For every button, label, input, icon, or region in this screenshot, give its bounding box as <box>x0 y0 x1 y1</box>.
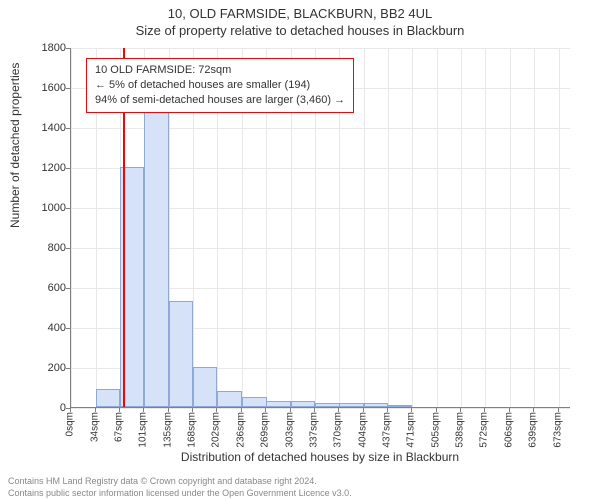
x-tick-label: 404sqm <box>357 412 368 448</box>
y-tick-mark <box>66 48 70 49</box>
y-tick-mark <box>66 368 70 369</box>
x-tick-mark <box>70 408 71 412</box>
x-tick-mark <box>558 408 559 412</box>
x-tick-label: 471sqm <box>406 412 417 448</box>
gridline-v <box>461 48 462 407</box>
y-axis-label: Number of detached properties <box>8 63 22 228</box>
gridline-h <box>71 408 570 409</box>
figure: 10, OLD FARMSIDE, BLACKBURN, BB2 4UL Siz… <box>0 0 600 500</box>
x-tick-mark <box>265 408 266 412</box>
histogram-bar <box>364 403 389 407</box>
x-tick-label: 673sqm <box>552 412 563 448</box>
annotation-box: 10 OLD FARMSIDE: 72sqm ← 5% of detached … <box>86 58 354 113</box>
y-tick-mark <box>66 328 70 329</box>
y-tick-label: 0 <box>6 402 66 414</box>
x-tick-mark <box>314 408 315 412</box>
x-tick-mark <box>95 408 96 412</box>
x-tick-label: 370sqm <box>333 412 344 448</box>
y-tick-mark <box>66 168 70 169</box>
gridline-v <box>388 48 389 407</box>
annotation-line1: 10 OLD FARMSIDE: 72sqm <box>95 63 345 78</box>
x-tick-mark <box>387 408 388 412</box>
y-tick-label: 400 <box>6 322 66 334</box>
x-tick-label: 303sqm <box>284 412 295 448</box>
x-tick-mark <box>168 408 169 412</box>
x-tick-mark <box>119 408 120 412</box>
gridline-h <box>71 48 570 49</box>
x-tick-label: 202sqm <box>211 412 222 448</box>
chart-subtitle: Size of property relative to detached ho… <box>0 23 600 38</box>
x-tick-mark <box>436 408 437 412</box>
histogram-bar <box>96 389 121 407</box>
gridline-v <box>485 48 486 407</box>
y-tick-mark <box>66 128 70 129</box>
gridline-v <box>412 48 413 407</box>
x-tick-mark <box>363 408 364 412</box>
y-tick-mark <box>66 288 70 289</box>
x-tick-label: 269sqm <box>259 412 270 448</box>
histogram-bar <box>266 401 291 407</box>
x-tick-mark <box>411 408 412 412</box>
x-tick-mark <box>143 408 144 412</box>
x-tick-label: 67sqm <box>113 412 124 442</box>
annotation-line3: 94% of semi-detached houses are larger (… <box>95 93 345 108</box>
x-tick-mark <box>290 408 291 412</box>
x-tick-mark <box>338 408 339 412</box>
histogram-bar <box>193 367 218 407</box>
gridline-v <box>534 48 535 407</box>
x-tick-label: 437sqm <box>381 412 392 448</box>
y-tick-label: 800 <box>6 242 66 254</box>
x-tick-label: 168sqm <box>186 412 197 448</box>
x-tick-mark <box>460 408 461 412</box>
y-tick-label: 1800 <box>6 42 66 54</box>
x-tick-label: 101sqm <box>138 412 149 448</box>
footer-line1: Contains HM Land Registry data © Crown c… <box>8 476 592 486</box>
x-tick-label: 337sqm <box>309 412 320 448</box>
y-tick-mark <box>66 248 70 249</box>
footer-line2: Contains public sector information licen… <box>8 488 592 498</box>
x-tick-mark <box>192 408 193 412</box>
histogram-bar <box>169 301 194 407</box>
y-tick-label: 600 <box>6 282 66 294</box>
gridline-v <box>71 48 72 407</box>
gridline-v <box>364 48 365 407</box>
histogram-bar <box>144 107 169 407</box>
histogram-bar <box>291 401 316 407</box>
x-tick-label: 639sqm <box>528 412 539 448</box>
x-tick-label: 135sqm <box>162 412 173 448</box>
annotation-line2: ← 5% of detached houses are smaller (194… <box>95 78 345 93</box>
gridline-v <box>510 48 511 407</box>
gridline-v <box>559 48 560 407</box>
x-tick-mark <box>509 408 510 412</box>
x-tick-mark <box>484 408 485 412</box>
histogram-bar <box>388 405 413 407</box>
title-block: 10, OLD FARMSIDE, BLACKBURN, BB2 4UL Siz… <box>0 6 600 38</box>
x-axis-label: Distribution of detached houses by size … <box>70 450 570 464</box>
gridline-v <box>437 48 438 407</box>
chart-title: 10, OLD FARMSIDE, BLACKBURN, BB2 4UL <box>0 6 600 21</box>
y-tick-label: 200 <box>6 362 66 374</box>
y-tick-mark <box>66 208 70 209</box>
x-tick-label: 505sqm <box>430 412 441 448</box>
x-tick-label: 606sqm <box>504 412 515 448</box>
y-tick-mark <box>66 88 70 89</box>
x-tick-mark <box>216 408 217 412</box>
histogram-bar <box>315 403 340 407</box>
histogram-bar <box>242 397 267 407</box>
x-tick-label: 34sqm <box>89 412 100 442</box>
x-tick-mark <box>241 408 242 412</box>
x-tick-label: 236sqm <box>236 412 247 448</box>
histogram-bar <box>217 391 242 407</box>
x-tick-label: 538sqm <box>454 412 465 448</box>
x-tick-label: 572sqm <box>479 412 490 448</box>
histogram-bar <box>339 403 364 407</box>
x-tick-mark <box>533 408 534 412</box>
x-tick-label: 0sqm <box>65 412 76 436</box>
